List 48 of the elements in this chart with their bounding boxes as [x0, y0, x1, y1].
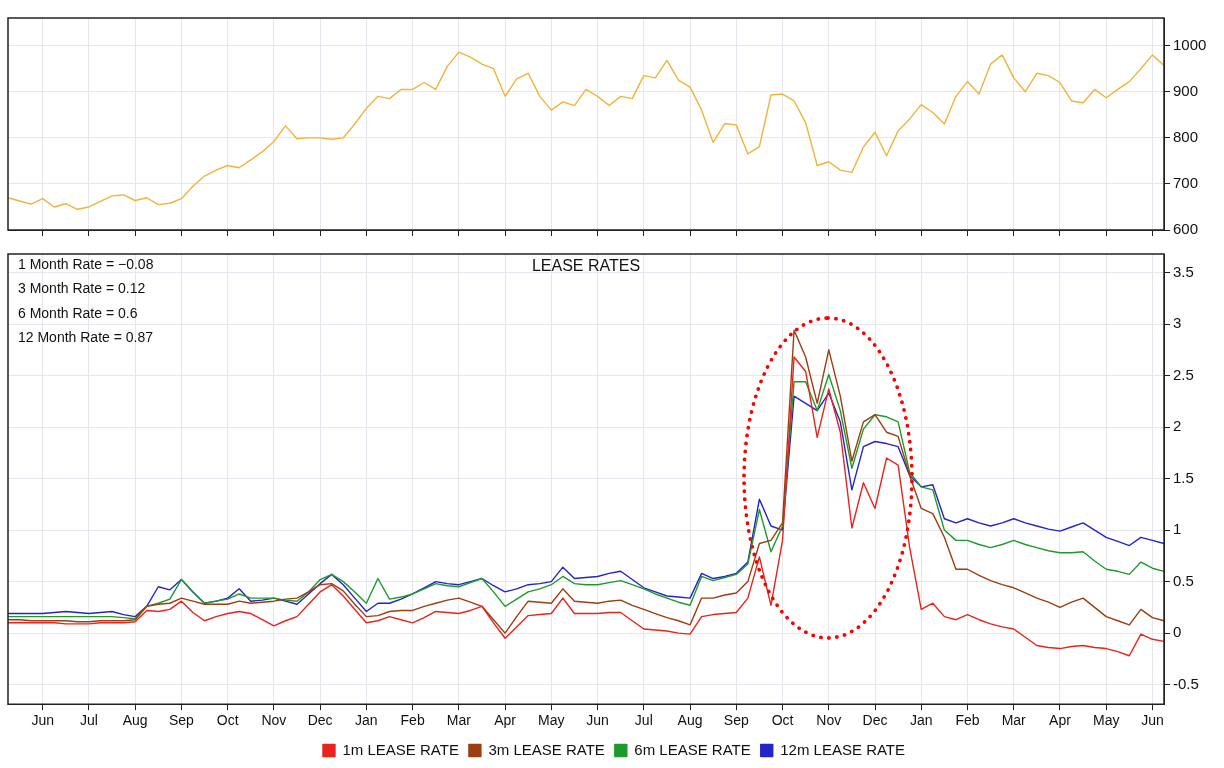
y-tick-label: 700 [1173, 174, 1199, 192]
legend-label: 3m LEASE RATE [488, 740, 605, 758]
y-tick-label: 600 [1173, 220, 1199, 238]
x-tick-label: Jul [634, 712, 653, 729]
x-tick-label: Mar [1001, 712, 1027, 729]
annotation: 6 Month Rate = 0.6 [18, 304, 138, 321]
x-tick-label: Nov [261, 712, 287, 729]
x-tick-label: Feb [400, 712, 425, 729]
y-tick-label: 3.5 [1173, 262, 1194, 280]
y-tick-label: 1 [1173, 520, 1182, 538]
y-tick-label: 0 [1173, 623, 1182, 641]
chart-title: LEASE RATES [531, 257, 641, 275]
legend-label: 12m LEASE RATE [780, 740, 906, 758]
x-tick-label: Jun [1141, 712, 1164, 729]
x-tick-label: Dec [307, 712, 333, 729]
x-tick-label: Oct [771, 712, 794, 729]
x-tick-label: Feb [955, 712, 980, 729]
x-tick-label: Jan [355, 712, 378, 729]
x-tick-label: Sep [723, 712, 749, 729]
legend-label: 1m LEASE RATE [342, 740, 459, 758]
y-tick-label: 800 [1173, 127, 1199, 145]
x-tick-label: Mar [446, 712, 472, 729]
y-tick-label: 1000 [1173, 35, 1207, 53]
y-tick-label: 900 [1173, 81, 1199, 99]
y-tick-label: 2 [1173, 417, 1182, 435]
x-tick-label: Sep [168, 712, 195, 729]
x-tick-label: Aug [677, 712, 703, 729]
x-tick-label: Dec [862, 712, 888, 729]
x-tick-label: Jun [31, 712, 54, 729]
x-tick-label: Apr [494, 712, 517, 729]
x-tick-label: Oct [216, 712, 239, 729]
x-tick-label: Jul [79, 712, 98, 729]
y-tick-label: 1.5 [1173, 468, 1194, 486]
x-tick-label: Apr [1049, 712, 1072, 729]
y-tick-label: -0.5 [1173, 674, 1199, 692]
y-tick-label: 3 [1173, 314, 1182, 332]
x-tick-label: Jan [909, 712, 933, 729]
x-tick-label: Nov [816, 712, 842, 729]
x-tick-label: Aug [122, 712, 148, 729]
annotation: 12 Month Rate = 0.87 [18, 329, 154, 346]
y-tick-label: 0.5 [1173, 571, 1194, 589]
x-tick-label: Jun [586, 712, 609, 729]
legend-label: 6m LEASE RATE [634, 740, 751, 758]
x-tick-label: May [1092, 712, 1120, 729]
x-tick-label: May [538, 712, 565, 729]
annotation: 3 Month Rate = 0.12 [18, 280, 146, 297]
y-tick-label: 2.5 [1173, 365, 1194, 383]
annotation: 1 Month Rate = −0.08 [18, 255, 154, 272]
